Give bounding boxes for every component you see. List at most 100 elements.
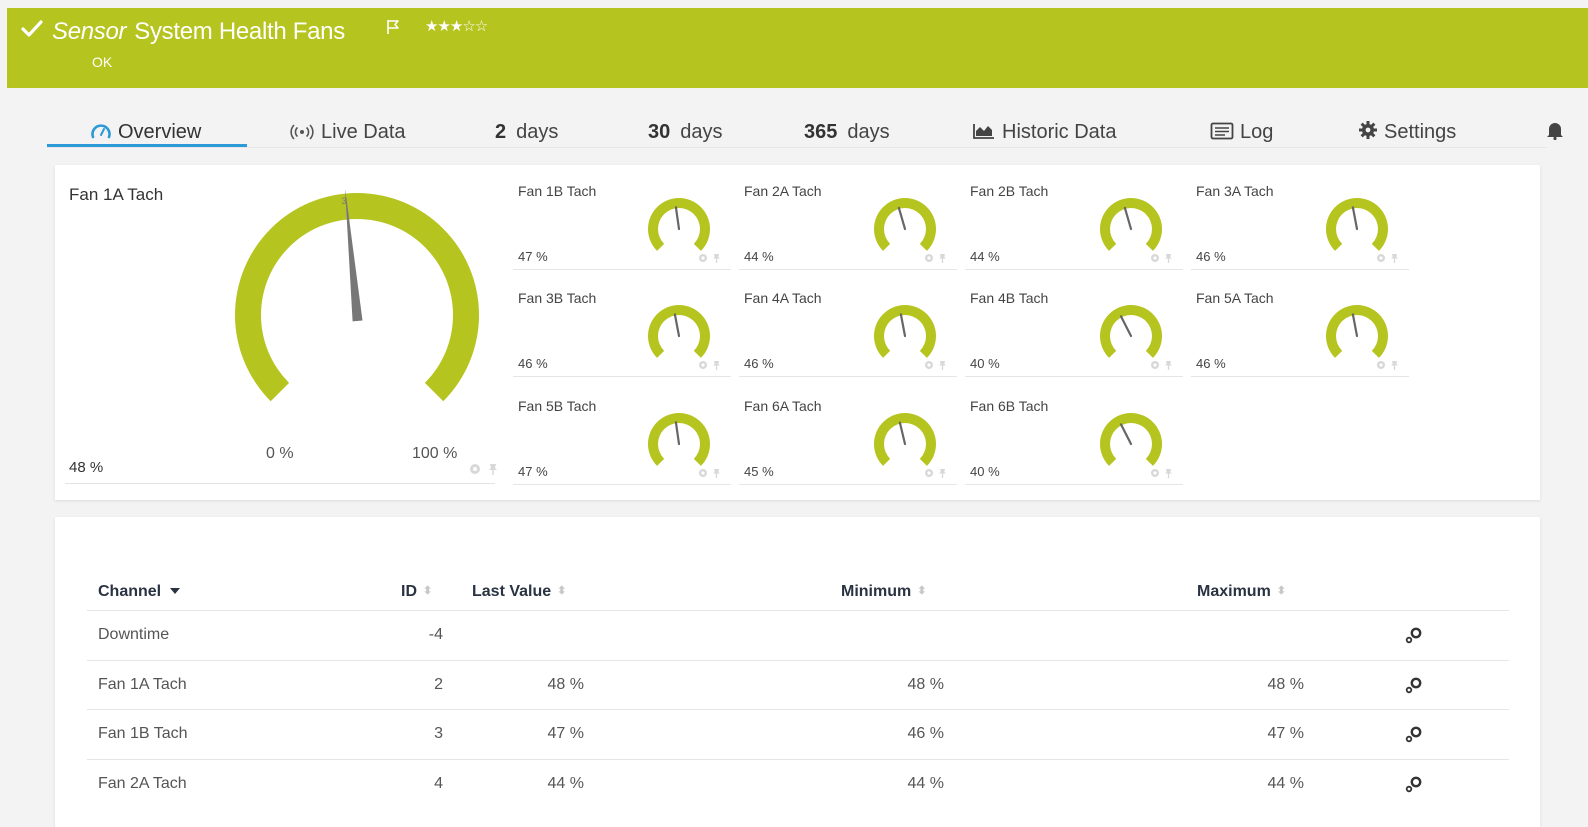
log-icon xyxy=(1210,122,1234,140)
tab-overview[interactable]: Overview xyxy=(90,110,201,146)
column-header-maximum[interactable]: Maximum ⬍ xyxy=(1197,583,1287,600)
gauge-value: 44 % xyxy=(970,249,1000,264)
gear-icon[interactable] xyxy=(925,254,933,262)
gauge-tile[interactable]: Fan 3A Tach 46 % xyxy=(1191,165,1409,271)
gauge-tile[interactable]: Fan 5B Tach 47 % xyxy=(513,380,731,486)
table-row[interactable]: Fan 2A Tach 4 44 % 44 % 44 % xyxy=(87,758,1509,809)
table-row[interactable]: Fan 1B Tach 3 47 % 46 % 47 % xyxy=(87,709,1509,759)
gauge-value: 47 % xyxy=(518,464,548,479)
gauge-name: Fan 4B Tach xyxy=(970,290,1049,306)
table-row[interactable]: Fan 1A Tach 2 48 % 48 % 48 % xyxy=(87,659,1509,710)
gauge-tile[interactable]: Fan 1B Tach 47 % xyxy=(513,165,731,271)
column-header-last-value[interactable]: Last Value ⬍ xyxy=(472,583,567,600)
channel-settings-icon[interactable] xyxy=(1404,724,1424,744)
gear-icon[interactable] xyxy=(1151,254,1159,262)
gear-icon[interactable] xyxy=(1151,469,1159,477)
gauge-dial xyxy=(648,413,710,466)
pin-icon[interactable] xyxy=(1165,469,1172,478)
gear-icon[interactable] xyxy=(699,254,707,262)
gauge-name: Fan 6B Tach xyxy=(970,398,1049,414)
gauge-divider xyxy=(965,376,1183,377)
gauge-value: 44 % xyxy=(744,249,774,264)
gauge-needle xyxy=(673,313,681,338)
cell-channel[interactable]: Fan 1A Tach xyxy=(98,675,187,693)
gauge-value: 46 % xyxy=(744,356,774,371)
gauge-divider xyxy=(739,484,957,485)
gauge-tools xyxy=(1151,469,1172,478)
channel-settings-icon[interactable] xyxy=(1404,774,1424,794)
pin-icon[interactable] xyxy=(713,254,720,263)
flag-icon[interactable] xyxy=(386,19,400,35)
pin-icon[interactable] xyxy=(1391,254,1398,263)
cell-minimum: 46 % xyxy=(907,725,944,742)
column-header-id[interactable]: ID ⬍ xyxy=(401,583,433,600)
cell-channel[interactable]: Fan 1B Tach xyxy=(98,725,188,742)
gauge-arc xyxy=(1100,198,1162,251)
gauge-arc xyxy=(1326,198,1388,251)
pin-icon[interactable] xyxy=(1391,361,1398,370)
gear-icon[interactable] xyxy=(1151,361,1159,369)
column-header-channel[interactable]: Channel xyxy=(98,583,181,601)
gear-icon[interactable] xyxy=(1377,254,1385,262)
gauge-value: 40 % xyxy=(970,464,1000,479)
gauge-tile[interactable]: Fan 2B Tach 44 % xyxy=(965,165,1183,271)
pin-icon[interactable] xyxy=(489,464,497,475)
pin-icon[interactable] xyxy=(939,361,946,370)
gauge-divider xyxy=(739,376,957,377)
column-header-minimum[interactable]: Minimum ⬍ xyxy=(841,583,927,600)
tab-historic-data[interactable]: Historic Data xyxy=(972,110,1116,146)
tab-live-data[interactable]: Live Data xyxy=(289,110,406,146)
gauge-value: 46 % xyxy=(518,356,548,371)
channel-settings-icon[interactable] xyxy=(1404,625,1424,645)
tab-log[interactable]: Log xyxy=(1210,110,1273,146)
channel-settings-icon[interactable] xyxy=(1404,675,1424,695)
gear-icon[interactable] xyxy=(470,464,480,474)
page-title: Sensor System Health Fans xyxy=(52,18,345,46)
gauge-dial xyxy=(1100,198,1162,251)
gauge-needle xyxy=(898,421,907,446)
gauge-tile[interactable]: Fan 4B Tach 40 % xyxy=(965,272,1183,378)
tab-2-days[interactable]: 2 days xyxy=(495,121,559,143)
tab-settings[interactable]: Settings xyxy=(1358,110,1456,146)
gauge-tile[interactable]: Fan 5A Tach 46 % xyxy=(1191,272,1409,378)
gear-icon[interactable] xyxy=(925,361,933,369)
gauge-tile[interactable]: Fan 3B Tach 46 % xyxy=(513,272,731,378)
gauge-arc xyxy=(874,198,936,251)
tab-notifications[interactable] xyxy=(1545,110,1571,146)
gear-icon[interactable] xyxy=(699,361,707,369)
gauge-arc xyxy=(874,413,936,466)
gauge-tools xyxy=(699,254,720,263)
gauge-needle xyxy=(1351,206,1359,231)
sort-icon: ⬍ xyxy=(917,585,927,597)
pin-icon[interactable] xyxy=(713,469,720,478)
caret-down-icon xyxy=(170,588,181,594)
sensor-header: Sensor System Health Fans ★★★☆☆ OK xyxy=(7,8,1588,88)
gear-icon[interactable] xyxy=(925,469,933,477)
gauge-dial xyxy=(1100,305,1162,358)
pin-icon[interactable] xyxy=(1165,361,1172,370)
pin-icon[interactable] xyxy=(939,469,946,478)
cell-id: 3 xyxy=(434,725,443,742)
gauge-arc xyxy=(1100,305,1162,358)
tab-30-days[interactable]: 30 days xyxy=(648,121,723,143)
pin-icon[interactable] xyxy=(939,254,946,263)
gauge-value: 46 % xyxy=(1196,249,1226,264)
cell-channel[interactable]: Fan 2A Tach xyxy=(98,774,187,792)
gauge-tile[interactable]: Fan 6A Tach 45 % xyxy=(739,380,957,486)
gauge-name: Fan 6A Tach xyxy=(744,398,822,414)
gear-icon[interactable] xyxy=(699,469,707,477)
gauge-tile[interactable]: Fan 2A Tach 44 % xyxy=(739,165,957,271)
tab-365-days[interactable]: 365 days xyxy=(804,121,890,143)
pin-icon[interactable] xyxy=(1165,254,1172,263)
gauge-value: 45 % xyxy=(744,464,774,479)
gear-icon[interactable] xyxy=(1377,361,1385,369)
gauge-tools xyxy=(699,469,720,478)
pin-icon[interactable] xyxy=(713,361,720,370)
cell-channel[interactable]: Downtime xyxy=(98,626,170,643)
main-gauge-title: Fan 1A Tach xyxy=(69,185,164,204)
priority-stars[interactable]: ★★★☆☆ xyxy=(425,18,488,35)
cell-minimum: 48 % xyxy=(907,675,944,693)
gauge-tile[interactable]: Fan 6B Tach 40 % xyxy=(965,380,1183,486)
table-row[interactable]: Downtime -4 xyxy=(87,610,1509,660)
gauge-tile[interactable]: Fan 4A Tach 46 % xyxy=(739,272,957,378)
